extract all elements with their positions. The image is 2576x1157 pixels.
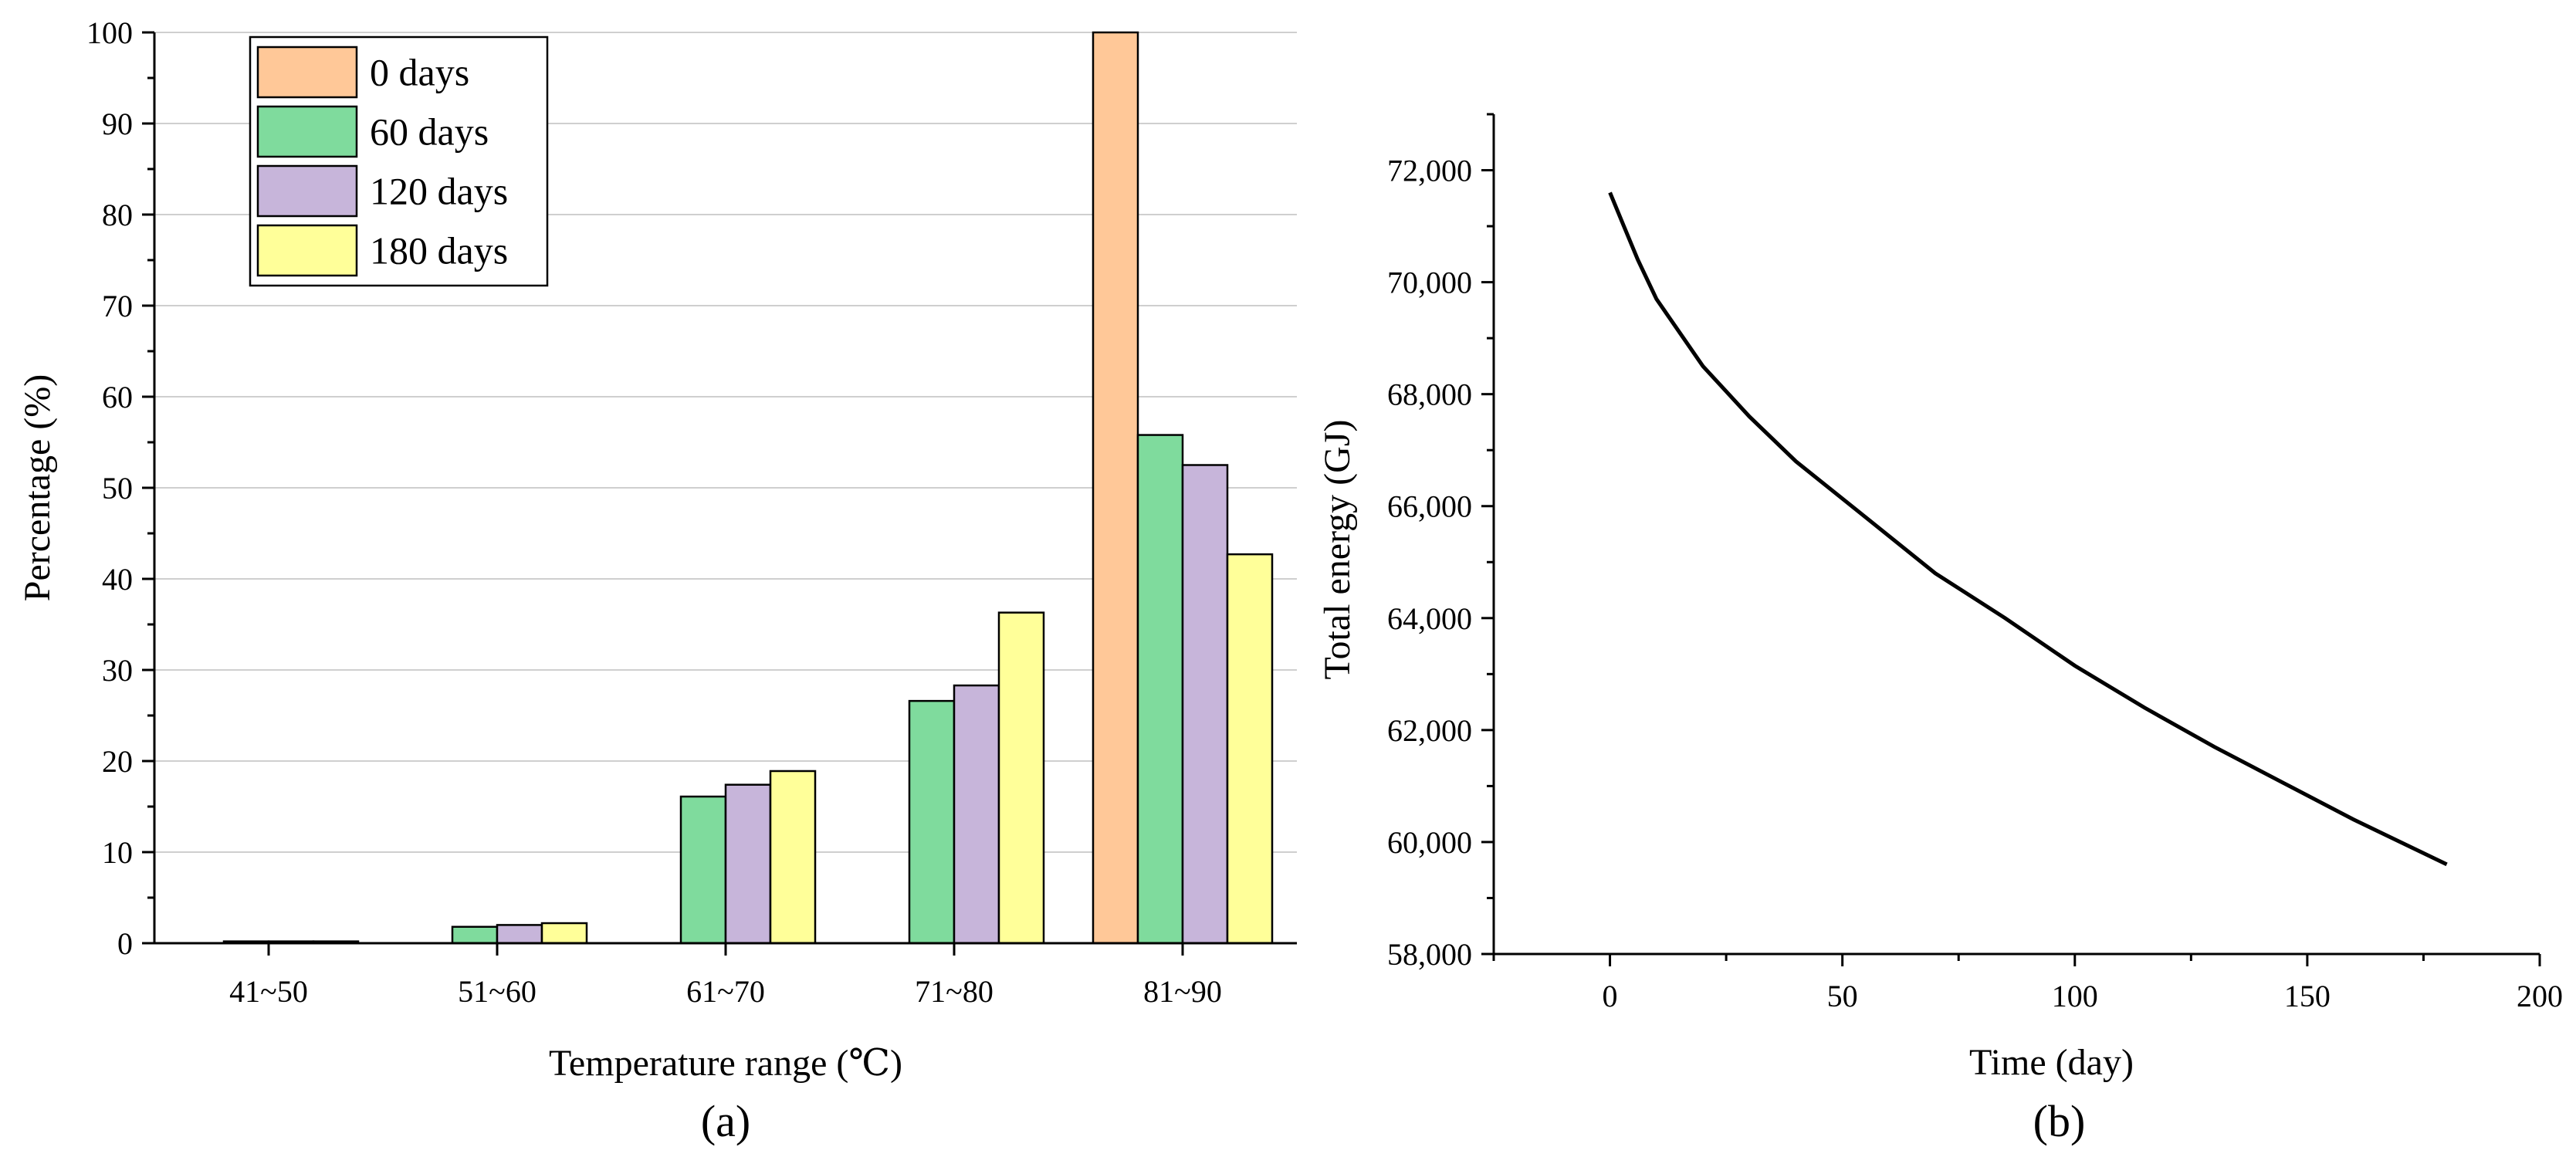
a-bar: [451, 925, 499, 945]
a-legend-swatch: [256, 164, 358, 218]
b-x-tick-label: 150: [2284, 979, 2331, 1013]
panel-a-bar-chart: 0 10 20 30 40 50 60 70 80 90 100 41~50 51~60 61~70 71~…: [17, 15, 1297, 1146]
b-y-axis-title: Total energy (GJ): [1317, 420, 1358, 680]
a-bar: [540, 922, 588, 945]
a-y-tick-label: 20: [102, 744, 133, 779]
a-bar: [997, 611, 1045, 945]
a-x-tick-label: 41~50: [229, 974, 308, 1009]
a-panel-label: (a): [701, 1096, 750, 1146]
a-legend-label: 180 days: [370, 229, 508, 272]
b-y-tick-label: 68,000: [1387, 377, 1472, 412]
a-x-tick-label: 61~70: [686, 974, 765, 1009]
a-y-tick-label: 30: [102, 653, 133, 688]
a-y-tick-label: 60: [102, 380, 133, 414]
a-legend: 0 days 60 days 120 days 180 days: [249, 36, 549, 287]
b-y-tick-label: 64,000: [1387, 601, 1472, 636]
a-bar: [1092, 31, 1139, 945]
a-bar: [769, 770, 817, 945]
a-x-axis-title: Temperature range (℃): [549, 1043, 902, 1084]
b-y-tick-label: 70,000: [1387, 266, 1472, 300]
a-x-tick-label: 51~60: [458, 974, 537, 1009]
a-legend-label: 120 days: [370, 170, 508, 213]
b-y-tick-label: 58,000: [1387, 937, 1472, 972]
a-y-tick-label: 0: [117, 926, 133, 961]
a-axes: [142, 31, 1297, 956]
a-bar: [1181, 464, 1229, 945]
a-y-tick-label: 100: [86, 15, 133, 50]
a-bar: [1136, 434, 1184, 945]
b-y-tick-label: 72,000: [1387, 154, 1472, 188]
a-legend-swatch: [256, 46, 358, 99]
b-y-tick-label: 66,000: [1387, 489, 1472, 524]
b-x-axis-title: Time (day): [1969, 1042, 2134, 1083]
b-tick-labels: 0 50 100 150 200 58,000 60,000 62,000 64,000 66,0…: [1387, 154, 2563, 1013]
b-x-tick-label: 200: [2517, 979, 2563, 1013]
a-x-tick-label: 81~90: [1143, 974, 1222, 1009]
a-tick-labels: 0 10 20 30 40 50 60 70 80 90 100 41~50 51~60 61~70 71~…: [86, 15, 1222, 1009]
a-y-tick-label: 40: [102, 562, 133, 597]
a-bar: [679, 795, 727, 945]
b-y-tick-label: 62,000: [1387, 713, 1472, 748]
b-series-line-total-energy: [1608, 191, 2448, 867]
b-x-tick-label: 50: [1827, 979, 1858, 1013]
a-legend-swatch: [256, 105, 358, 158]
a-y-tick-label: 50: [102, 471, 133, 506]
b-axes: [1481, 113, 2541, 966]
a-legend-label: 60 days: [370, 110, 489, 154]
b-x-tick-label: 0: [1603, 979, 1618, 1013]
a-x-tick-label: 71~80: [915, 974, 994, 1009]
a-y-tick-label: 80: [102, 198, 133, 232]
a-bars: [222, 31, 1274, 945]
a-legend-swatch: [256, 224, 358, 277]
a-bar: [908, 699, 956, 945]
a-bar: [953, 684, 1000, 945]
a-legend-label: 0 days: [370, 51, 469, 94]
a-bar: [724, 783, 772, 945]
b-y-tick-label: 60,000: [1387, 825, 1472, 860]
b-panel-label: (b): [2033, 1096, 2086, 1146]
panel-b-line-chart: 0 50 100 150 200 58,000 60,000 62,000 64,000 66,0…: [1317, 113, 2563, 1146]
a-bar: [1226, 553, 1274, 945]
a-y-axis-title: Percentage (%): [17, 374, 58, 602]
a-y-tick-label: 90: [102, 107, 133, 141]
a-y-tick-label: 10: [102, 835, 133, 870]
a-y-tick-label: 70: [102, 289, 133, 323]
a-bar: [496, 924, 543, 945]
b-x-tick-label: 100: [2052, 979, 2098, 1013]
